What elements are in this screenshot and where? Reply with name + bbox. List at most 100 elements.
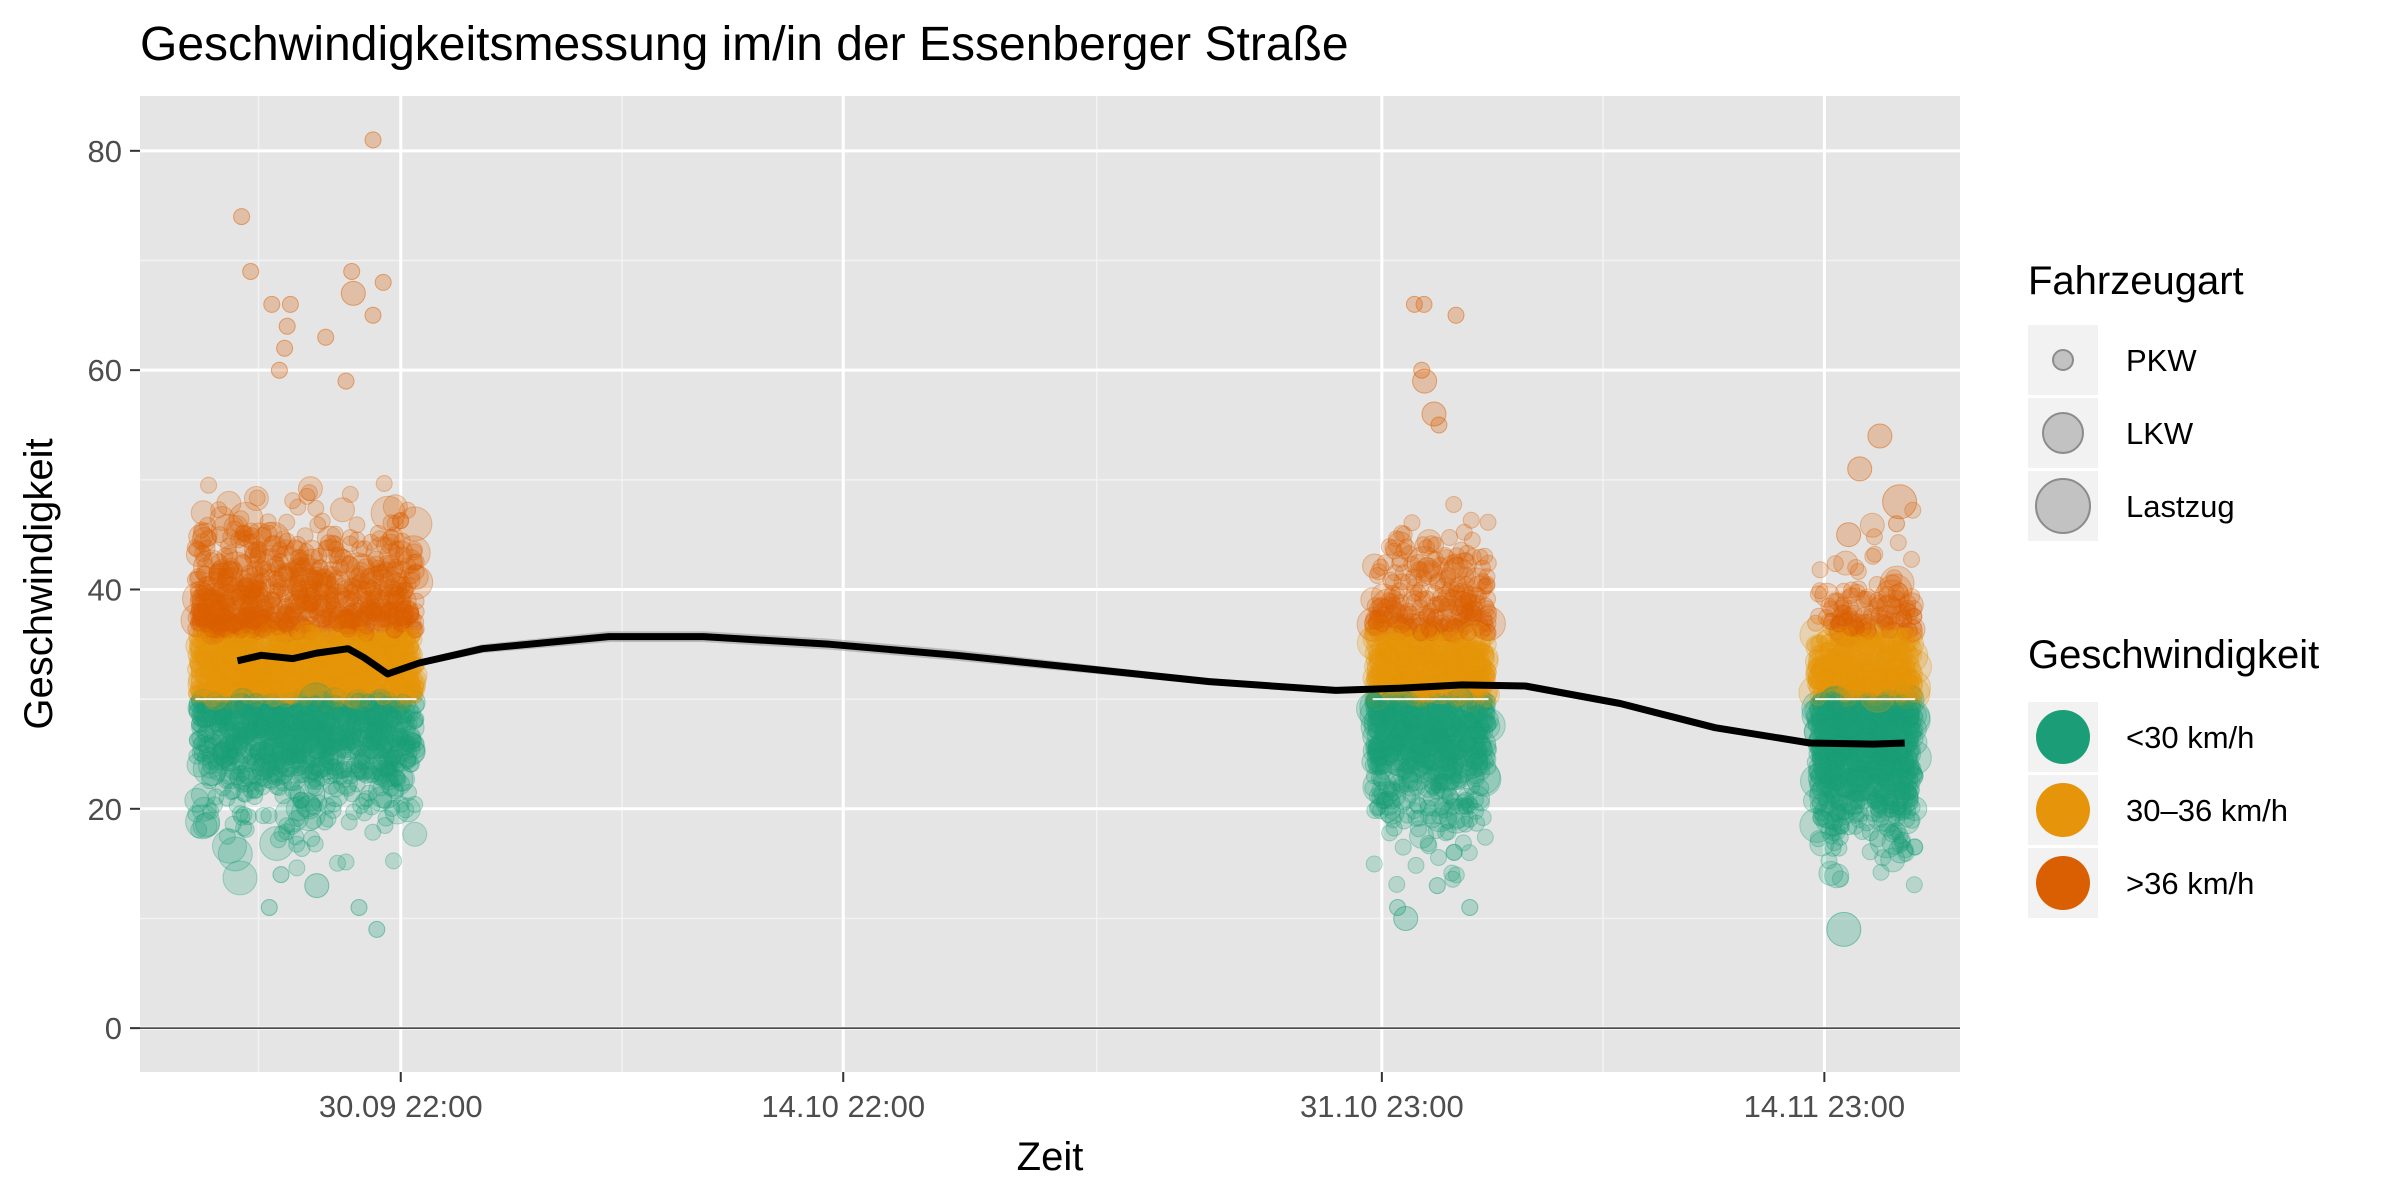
data-point: [331, 680, 349, 698]
data-point: [404, 611, 422, 629]
data-point: [273, 720, 291, 738]
data-point: [393, 774, 410, 792]
data-point: [321, 676, 347, 702]
data-point: [362, 714, 380, 732]
data-point: [288, 719, 314, 745]
data-point: [391, 678, 409, 696]
data-point: [1366, 802, 1384, 819]
data-point: [248, 489, 266, 507]
data-point: [381, 685, 399, 703]
data-point: [285, 594, 303, 612]
data-point: [322, 753, 340, 771]
data-point: [1365, 855, 1383, 873]
data-point: [329, 578, 347, 596]
data-point: [283, 669, 301, 687]
data-point: [375, 738, 393, 756]
data-point: [265, 720, 283, 738]
data-point: [308, 679, 334, 705]
data-point: [285, 689, 303, 707]
data-point: [205, 625, 223, 643]
data-point: [231, 754, 248, 772]
data-point: [241, 610, 259, 628]
data-point: [201, 628, 219, 646]
data-point: [1474, 809, 1492, 827]
data-point: [398, 607, 416, 625]
data-point: [313, 610, 331, 628]
data-point: [393, 622, 411, 640]
data-point: [266, 608, 284, 626]
data-point: [204, 622, 222, 640]
data-point: [355, 540, 373, 558]
data-point: [220, 672, 246, 698]
data-point: [286, 578, 304, 596]
data-point: [278, 606, 296, 623]
data-point: [196, 629, 214, 646]
data-point: [230, 636, 248, 654]
data-point: [204, 669, 230, 695]
data-point: [360, 607, 378, 625]
data-point: [217, 677, 235, 695]
data-point: [1445, 496, 1463, 513]
data-point: [294, 617, 312, 635]
data-point: [202, 651, 220, 669]
data-point: [318, 615, 336, 633]
data-point: [217, 621, 235, 639]
data-point: [382, 533, 400, 551]
data-point: [394, 606, 412, 624]
data-point: [252, 702, 288, 738]
data-point: [1448, 547, 1466, 565]
data-point: [197, 584, 215, 602]
data-point: [221, 548, 239, 566]
data-point: [233, 808, 251, 826]
data-point: [344, 612, 362, 630]
data-point: [339, 760, 357, 778]
data-point: [216, 573, 234, 591]
data-point: [364, 823, 382, 841]
data-point: [386, 593, 404, 611]
data-point: [291, 548, 309, 566]
data-point: [215, 691, 233, 709]
data-point: [361, 733, 379, 750]
data-point: [208, 562, 226, 580]
data-point: [346, 718, 364, 736]
data-point: [192, 813, 218, 838]
data-point: [1427, 822, 1445, 840]
data-point: [345, 601, 363, 619]
data-point: [234, 614, 252, 632]
data-point: [352, 683, 370, 701]
data-point: [309, 660, 327, 678]
data-point: [1444, 870, 1462, 888]
data-point: [399, 735, 417, 753]
data-point: [240, 605, 258, 623]
data-point: [347, 738, 365, 756]
data-point: [201, 652, 218, 670]
data-point: [329, 696, 347, 714]
data-point: [1372, 749, 1390, 767]
data-point: [254, 526, 272, 544]
data-point: [244, 681, 261, 698]
data-point: [398, 632, 416, 650]
data-point: [224, 721, 242, 739]
data-point: [294, 720, 312, 738]
data-point: [304, 772, 322, 790]
data-point: [275, 628, 293, 646]
data-point: [207, 664, 225, 682]
data-point: [317, 568, 335, 586]
data-point: [370, 733, 388, 751]
data-point: [321, 710, 338, 728]
data-point: [274, 545, 300, 571]
data-point: [226, 747, 244, 765]
data-point: [1441, 749, 1459, 767]
data-point: [382, 697, 400, 714]
data-point: [380, 608, 398, 625]
data-point: [271, 541, 289, 559]
data-point: [267, 667, 285, 685]
data-point-outlier: [364, 306, 382, 324]
data-point: [211, 671, 229, 689]
data-point: [300, 607, 318, 625]
data-point: [407, 603, 425, 621]
data-point: [323, 757, 341, 775]
data-point: [383, 677, 401, 695]
data-point: [373, 622, 409, 658]
data-point: [278, 532, 296, 550]
